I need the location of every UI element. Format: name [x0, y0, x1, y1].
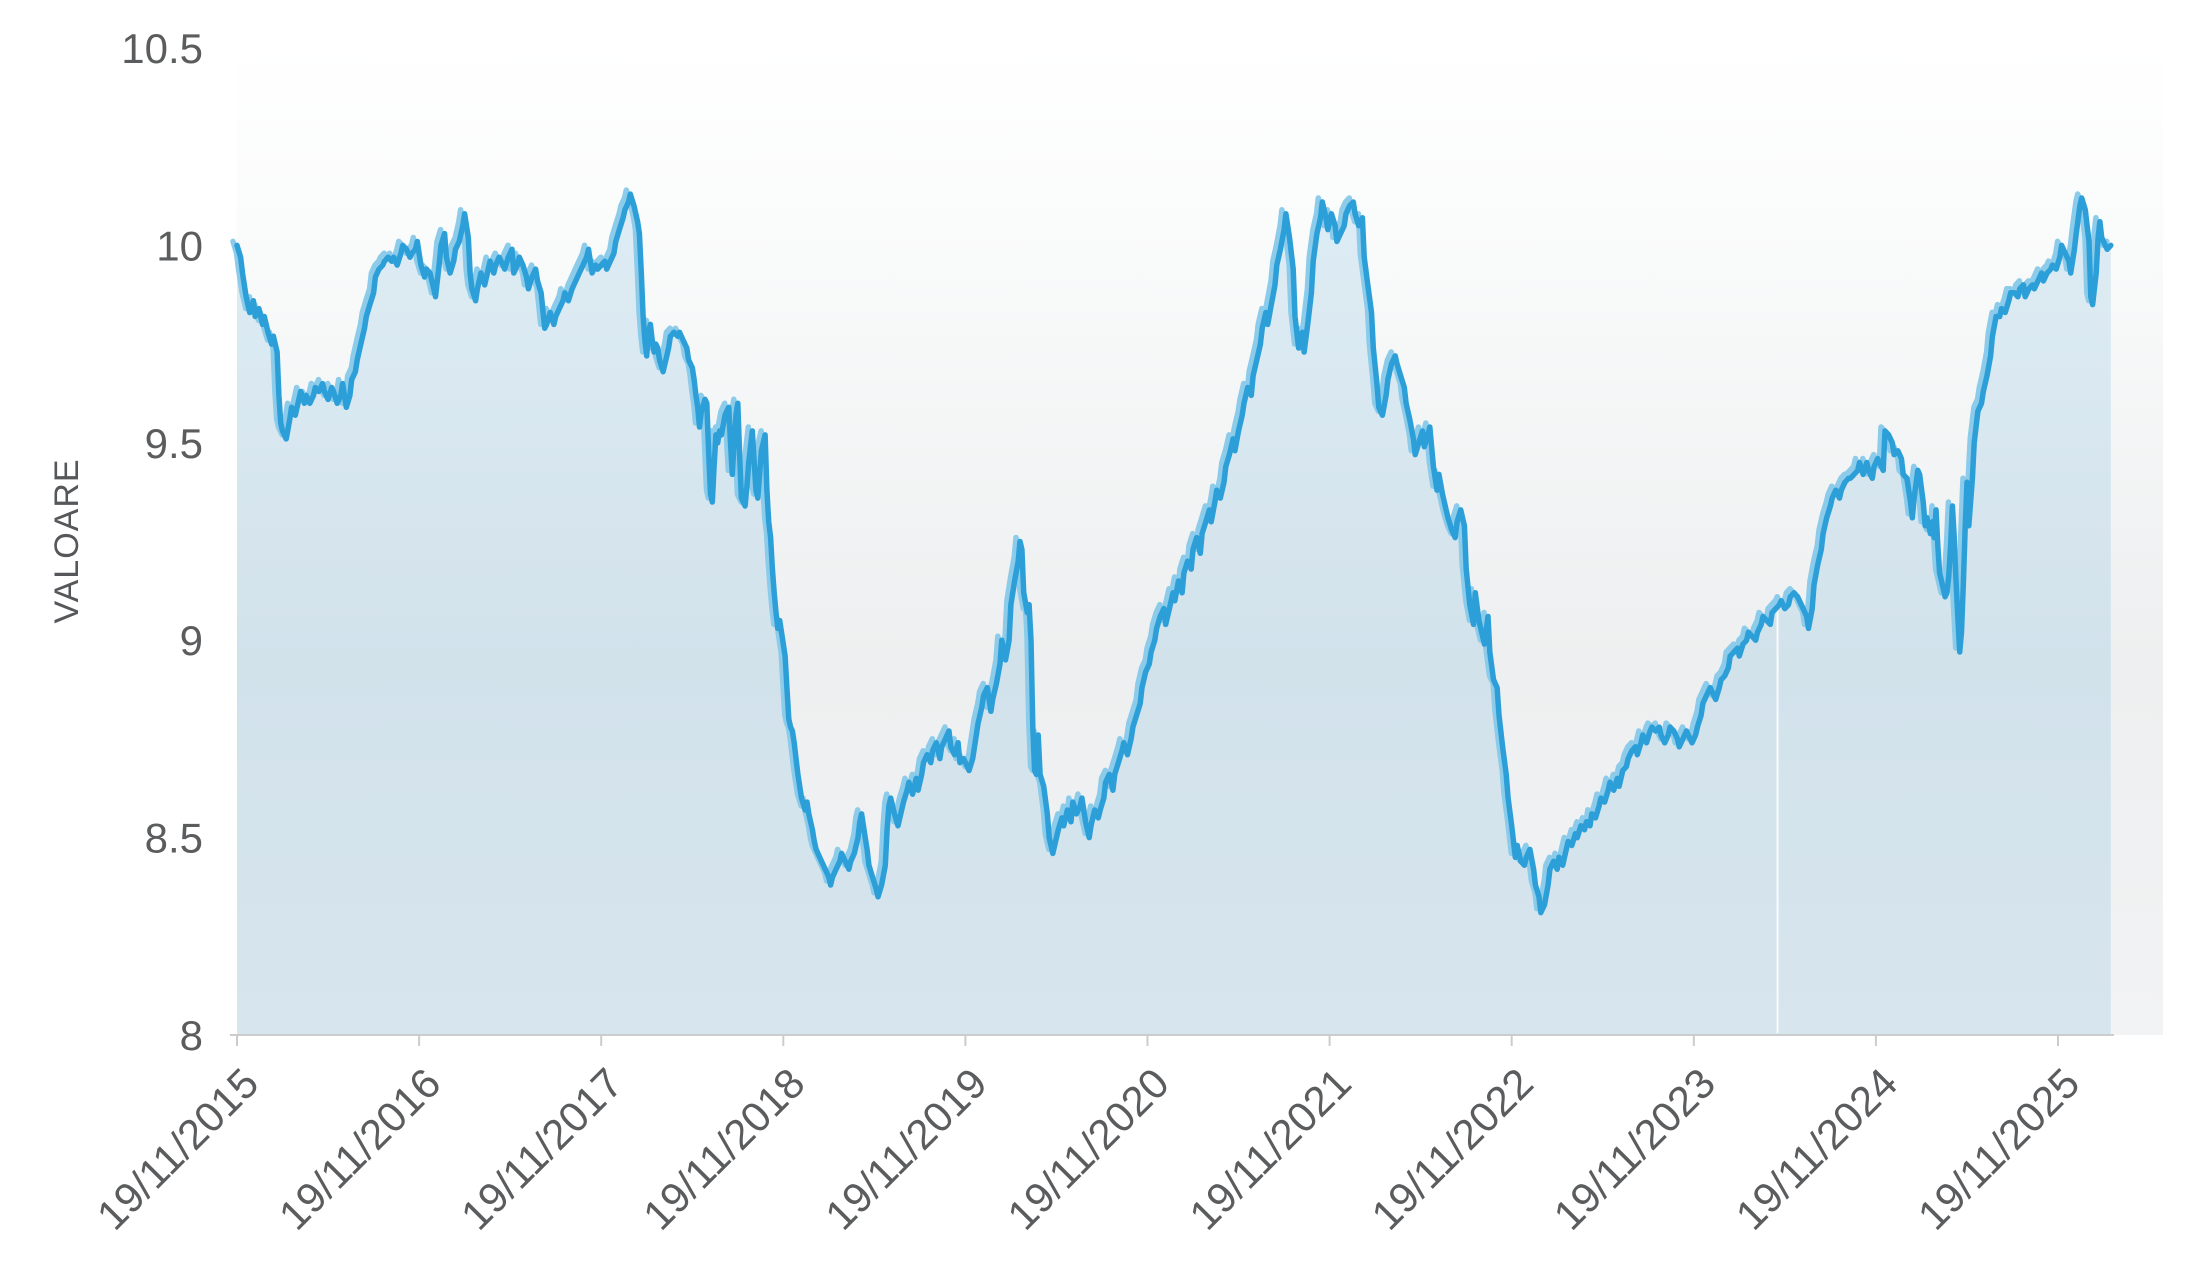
x-tick-label-19-11-2025: 19/11/2025 [1909, 1059, 2089, 1239]
y-tick-label-8: 8 [180, 1012, 203, 1059]
x-tick-label-19-11-2019: 19/11/2019 [816, 1059, 996, 1239]
x-tick-label-19-11-2015: 19/11/2015 [88, 1059, 268, 1239]
y-tick-label-9.5: 9.5 [145, 420, 203, 467]
x-tick-label-19-11-2022: 19/11/2022 [1362, 1059, 1542, 1239]
series-line-valoare[interactable] [234, 191, 2114, 916]
x-tick-label-19-11-2024: 19/11/2024 [1727, 1059, 1907, 1239]
x-tick-label-19-11-2016: 19/11/2016 [270, 1059, 450, 1239]
x-tick-label-19-11-2023: 19/11/2023 [1544, 1059, 1724, 1239]
x-tick-label-19-11-2021: 19/11/2021 [1180, 1059, 1360, 1239]
y-tick-label-10: 10 [156, 222, 203, 269]
x-tick-label-19-11-2018: 19/11/2018 [634, 1059, 814, 1239]
x-tick-label-19-11-2017: 19/11/2017 [452, 1059, 632, 1239]
y-tick-label-8.5: 8.5 [145, 815, 203, 862]
x-tick-label-19-11-2020: 19/11/2020 [998, 1059, 1178, 1239]
y-tick-label-10.5: 10.5 [121, 25, 203, 72]
y-axis-title: VALOARE [48, 458, 86, 623]
y-tick-label-9: 9 [180, 617, 203, 664]
